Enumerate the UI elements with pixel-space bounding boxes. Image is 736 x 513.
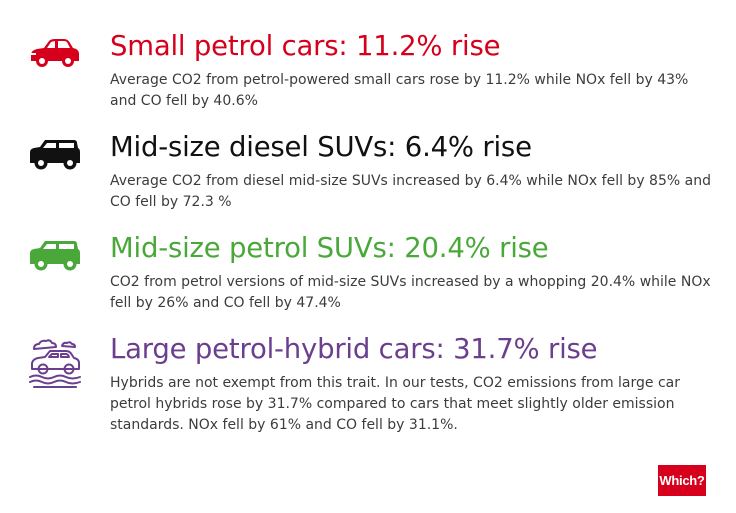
which-logo: Which? [658,465,706,496]
item-description: Average CO2 from petrol-powered small ca… [110,72,689,109]
item-description: CO2 from petrol versions of mid-size SUV… [110,274,711,311]
item-description: Hybrids are not exempt from this trait. … [110,375,680,433]
suv-icon [28,236,82,272]
suv-icon [28,135,82,171]
item-title: Mid-size petrol SUVs: 20.4% rise [110,232,549,264]
item-title: Mid-size diesel SUVs: 6.4% rise [110,131,532,163]
item-description: Average CO2 from diesel mid-size SUVs in… [110,173,711,210]
item-title: Small petrol cars: 11.2% rise [110,30,501,62]
hybrid-car-icon [28,337,82,389]
small-car-icon [28,34,82,70]
item-title: Large petrol-hybrid cars: 31.7% rise [110,333,598,365]
